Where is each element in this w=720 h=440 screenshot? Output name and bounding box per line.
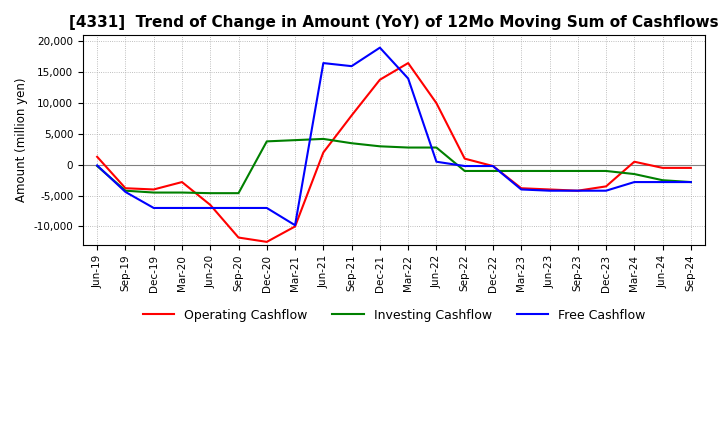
Operating Cashflow <box>263 239 271 245</box>
Operating Cashflow <box>658 165 667 171</box>
Investing Cashflow <box>489 169 498 174</box>
Operating Cashflow <box>489 163 498 169</box>
Free Cashflow <box>630 180 639 185</box>
Operating Cashflow <box>234 235 243 240</box>
Investing Cashflow <box>206 191 215 196</box>
Free Cashflow <box>460 163 469 169</box>
Investing Cashflow <box>93 163 102 169</box>
Operating Cashflow <box>178 180 186 185</box>
Title: [4331]  Trend of Change in Amount (YoY) of 12Mo Moving Sum of Cashflows: [4331] Trend of Change in Amount (YoY) o… <box>69 15 719 30</box>
Free Cashflow <box>263 205 271 211</box>
Investing Cashflow <box>573 169 582 174</box>
Free Cashflow <box>658 180 667 185</box>
Free Cashflow <box>376 45 384 50</box>
Free Cashflow <box>432 159 441 165</box>
Operating Cashflow <box>545 187 554 192</box>
Investing Cashflow <box>263 139 271 144</box>
Investing Cashflow <box>517 169 526 174</box>
Free Cashflow <box>545 188 554 193</box>
Operating Cashflow <box>460 156 469 161</box>
Free Cashflow <box>489 163 498 169</box>
Investing Cashflow <box>630 172 639 177</box>
Line: Operating Cashflow: Operating Cashflow <box>97 63 691 242</box>
Investing Cashflow <box>291 138 300 143</box>
Investing Cashflow <box>432 145 441 150</box>
Investing Cashflow <box>347 141 356 146</box>
Free Cashflow <box>517 187 526 192</box>
Operating Cashflow <box>630 159 639 165</box>
Free Cashflow <box>121 189 130 194</box>
Investing Cashflow <box>319 136 328 142</box>
Free Cashflow <box>404 76 413 81</box>
Free Cashflow <box>206 205 215 211</box>
Free Cashflow <box>234 205 243 211</box>
Line: Investing Cashflow: Investing Cashflow <box>97 139 691 193</box>
Investing Cashflow <box>149 190 158 195</box>
Operating Cashflow <box>602 184 611 189</box>
Investing Cashflow <box>687 180 696 185</box>
Free Cashflow <box>573 188 582 193</box>
Operating Cashflow <box>573 188 582 193</box>
Investing Cashflow <box>178 190 186 195</box>
Free Cashflow <box>602 188 611 193</box>
Operating Cashflow <box>319 150 328 155</box>
Operating Cashflow <box>347 113 356 118</box>
Investing Cashflow <box>234 191 243 196</box>
Operating Cashflow <box>149 187 158 192</box>
Investing Cashflow <box>460 169 469 174</box>
Operating Cashflow <box>687 165 696 171</box>
Free Cashflow <box>291 223 300 228</box>
Investing Cashflow <box>545 169 554 174</box>
Operating Cashflow <box>93 154 102 159</box>
Operating Cashflow <box>376 77 384 82</box>
Free Cashflow <box>319 60 328 66</box>
Free Cashflow <box>149 205 158 211</box>
Investing Cashflow <box>602 169 611 174</box>
Line: Free Cashflow: Free Cashflow <box>97 48 691 225</box>
Investing Cashflow <box>404 145 413 150</box>
Free Cashflow <box>178 205 186 211</box>
Operating Cashflow <box>121 186 130 191</box>
Investing Cashflow <box>121 188 130 193</box>
Investing Cashflow <box>658 178 667 183</box>
Free Cashflow <box>347 63 356 69</box>
Y-axis label: Amount (million yen): Amount (million yen) <box>15 78 28 202</box>
Operating Cashflow <box>432 100 441 106</box>
Operating Cashflow <box>517 186 526 191</box>
Legend: Operating Cashflow, Investing Cashflow, Free Cashflow: Operating Cashflow, Investing Cashflow, … <box>138 304 650 327</box>
Free Cashflow <box>93 163 102 168</box>
Operating Cashflow <box>291 224 300 229</box>
Free Cashflow <box>687 180 696 185</box>
Operating Cashflow <box>206 202 215 208</box>
Operating Cashflow <box>404 60 413 66</box>
Investing Cashflow <box>376 144 384 149</box>
